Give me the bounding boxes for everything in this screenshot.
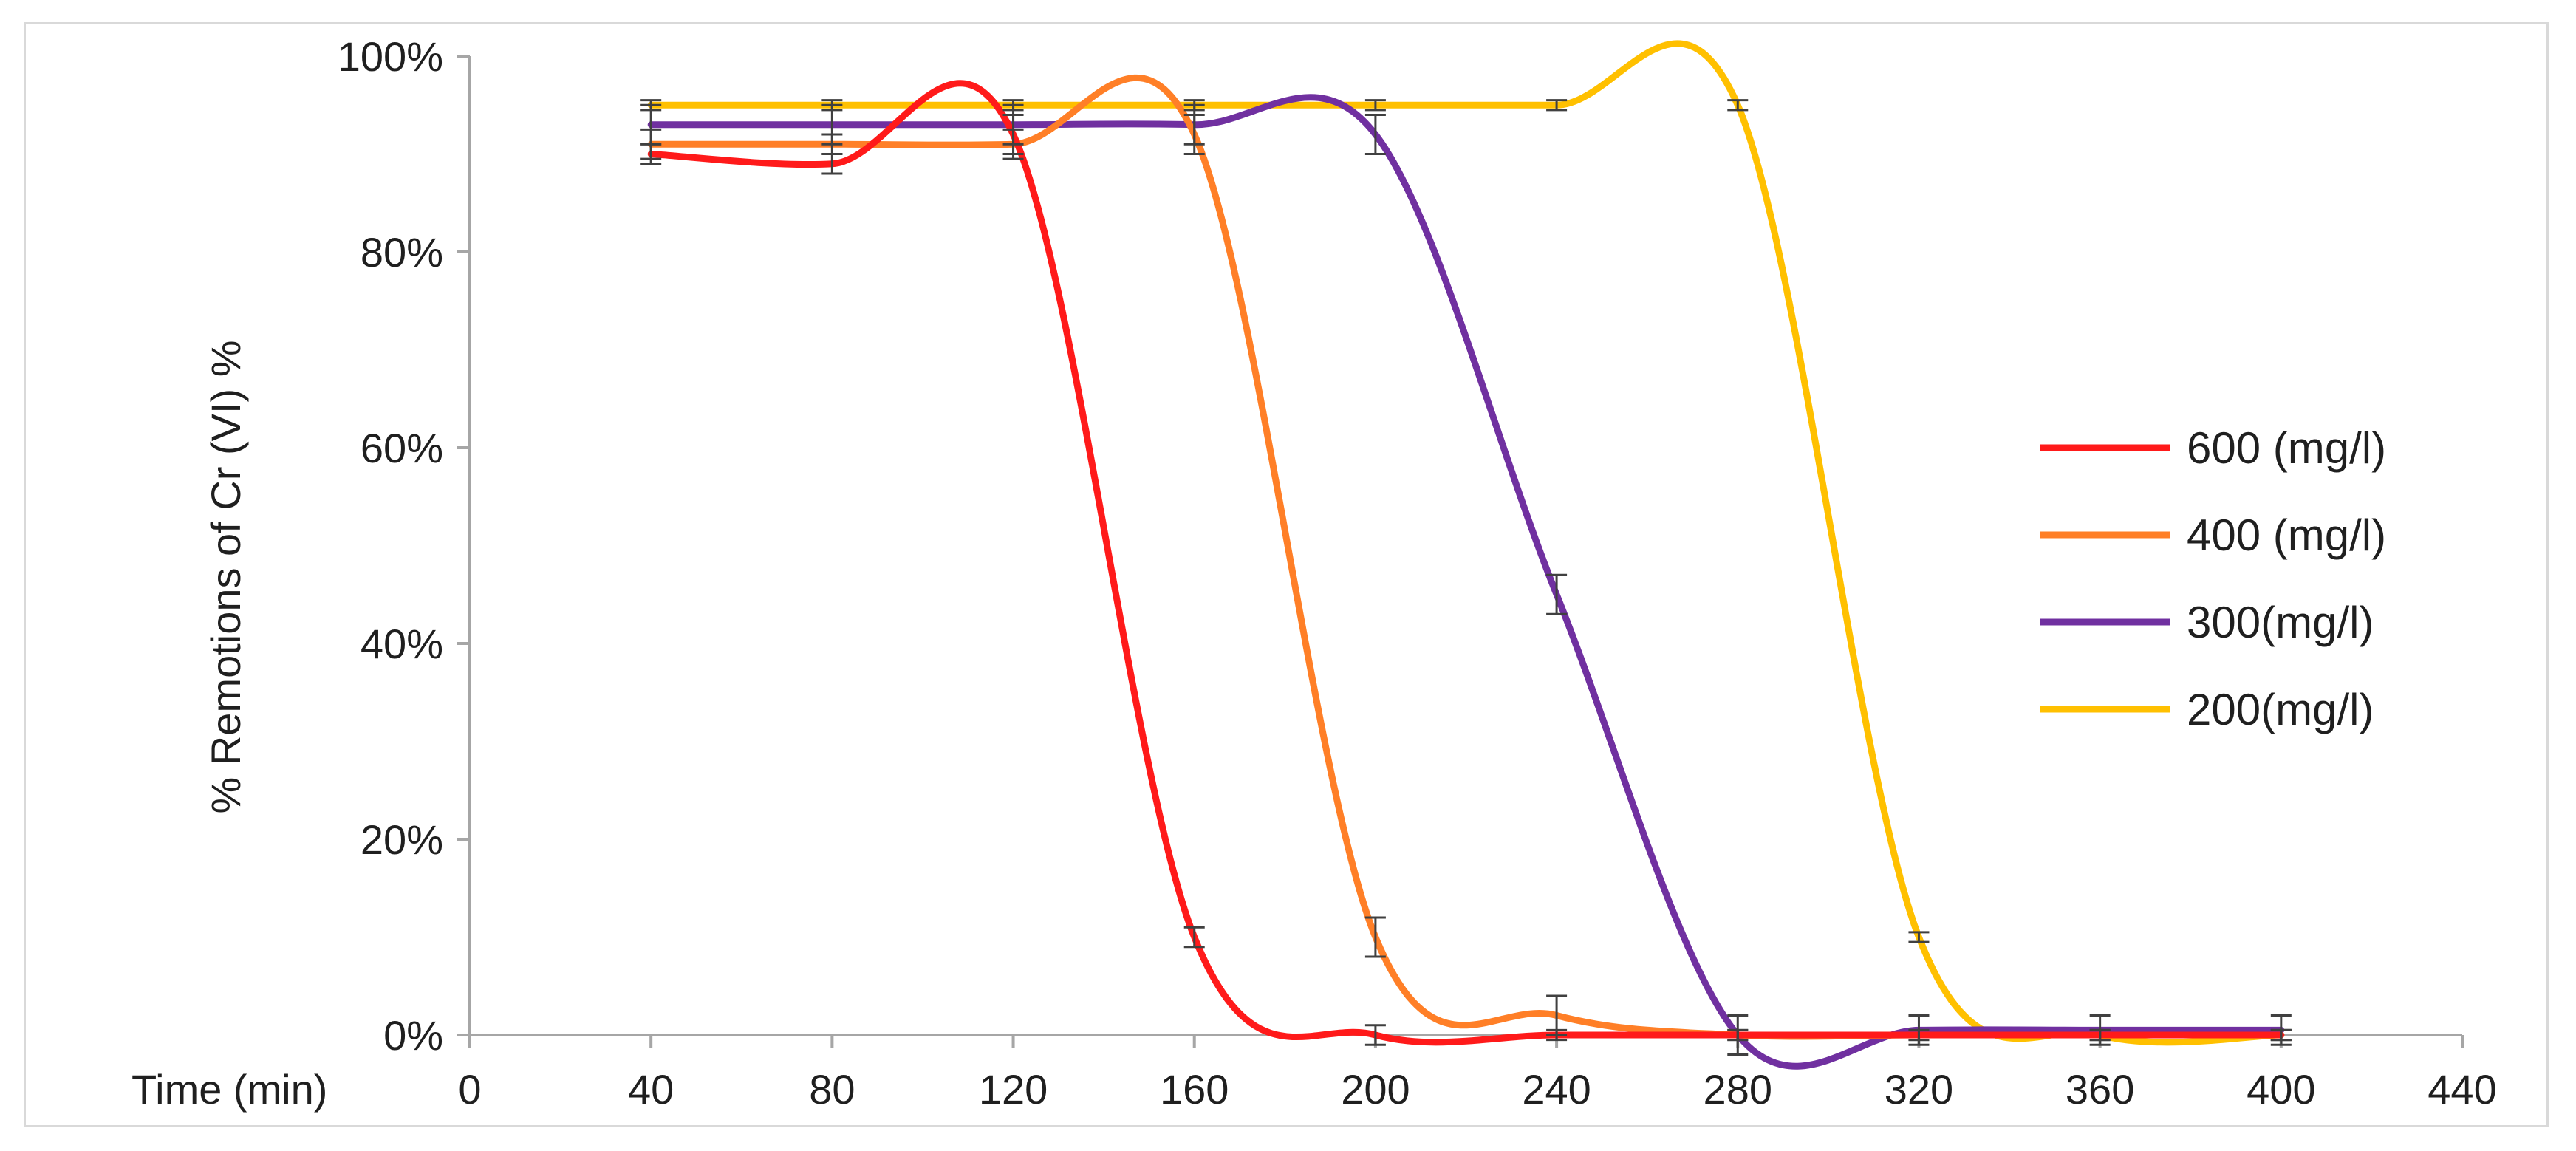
y-tick-label: 60% xyxy=(361,425,443,471)
error-bar xyxy=(1364,1024,1386,1046)
x-tick-label: 160 xyxy=(1160,1066,1229,1113)
series-lines xyxy=(647,40,2285,1070)
chart-frame: % Remotions of Cr (VI) % Time (min) 0 40 8… xyxy=(24,22,2549,1127)
axes: 0 40 80 120 160 200 240 280 320 360 400 440 0% 20% 40%… xyxy=(338,33,2497,1113)
y-tick-label: 80% xyxy=(361,229,443,276)
x-tick-label: 360 xyxy=(2066,1066,2134,1113)
error-bar xyxy=(1908,1014,1930,1046)
x-tick-label: 440 xyxy=(2428,1066,2496,1113)
error-bar xyxy=(1183,99,1205,112)
error-bar xyxy=(2089,1028,2111,1042)
error-bar xyxy=(2270,1028,2292,1042)
y-tick-label: 100% xyxy=(338,33,443,80)
legend-label: 400 (mg/l) xyxy=(2187,510,2386,560)
series-line xyxy=(647,80,2285,1046)
legend-label: 300(mg/l) xyxy=(2187,598,2374,647)
error-bar xyxy=(1002,99,1024,112)
error-bar xyxy=(1364,99,1386,112)
series-line xyxy=(647,94,2285,1070)
error-bar xyxy=(821,99,843,112)
error-bar xyxy=(640,99,662,112)
y-tick-label: 0% xyxy=(383,1012,443,1059)
x-tick-label: 320 xyxy=(1885,1066,1953,1113)
error-bar xyxy=(1727,99,1749,112)
y-tick-label: 20% xyxy=(361,816,443,863)
legend: 600 (mg/l) 400 (mg/l) 300(mg/l) 200(mg/l) xyxy=(2040,423,2386,734)
error-bar xyxy=(1546,573,1568,615)
x-tick-label: 0 xyxy=(458,1066,481,1113)
x-tick-label: 240 xyxy=(1522,1066,1591,1113)
x-tick-label: 40 xyxy=(628,1066,674,1113)
error-bar xyxy=(1364,114,1386,155)
error-bar xyxy=(1546,99,1568,112)
legend-label: 200(mg/l) xyxy=(2187,685,2374,734)
x-tick-label: 120 xyxy=(979,1066,1048,1113)
x-axis-title: Time (min) xyxy=(131,1066,327,1113)
error-bar xyxy=(1908,931,1930,943)
y-axis-title-group: % Remotions of Cr (VI) % xyxy=(202,340,249,813)
x-tick-label: 80 xyxy=(809,1066,855,1113)
error-bar xyxy=(1364,916,1386,958)
error-bar xyxy=(1183,926,1205,949)
error-bar xyxy=(1546,994,1568,1036)
x-tick-label: 200 xyxy=(1341,1066,1410,1113)
chart-svg: % Remotions of Cr (VI) % Time (min) 0 40 8… xyxy=(131,33,2497,1113)
error-bar xyxy=(1727,1014,1749,1056)
x-tick-label: 280 xyxy=(1704,1066,1772,1113)
x-tick-label: 400 xyxy=(2247,1066,2315,1113)
error-bars xyxy=(640,99,2292,1056)
y-axis-title: % Remotions of Cr (VI) % xyxy=(202,340,249,813)
series-line xyxy=(647,74,2285,1040)
y-tick-label: 40% xyxy=(361,621,443,667)
series-line xyxy=(647,40,2285,1046)
legend-label: 600 (mg/l) xyxy=(2187,423,2386,473)
